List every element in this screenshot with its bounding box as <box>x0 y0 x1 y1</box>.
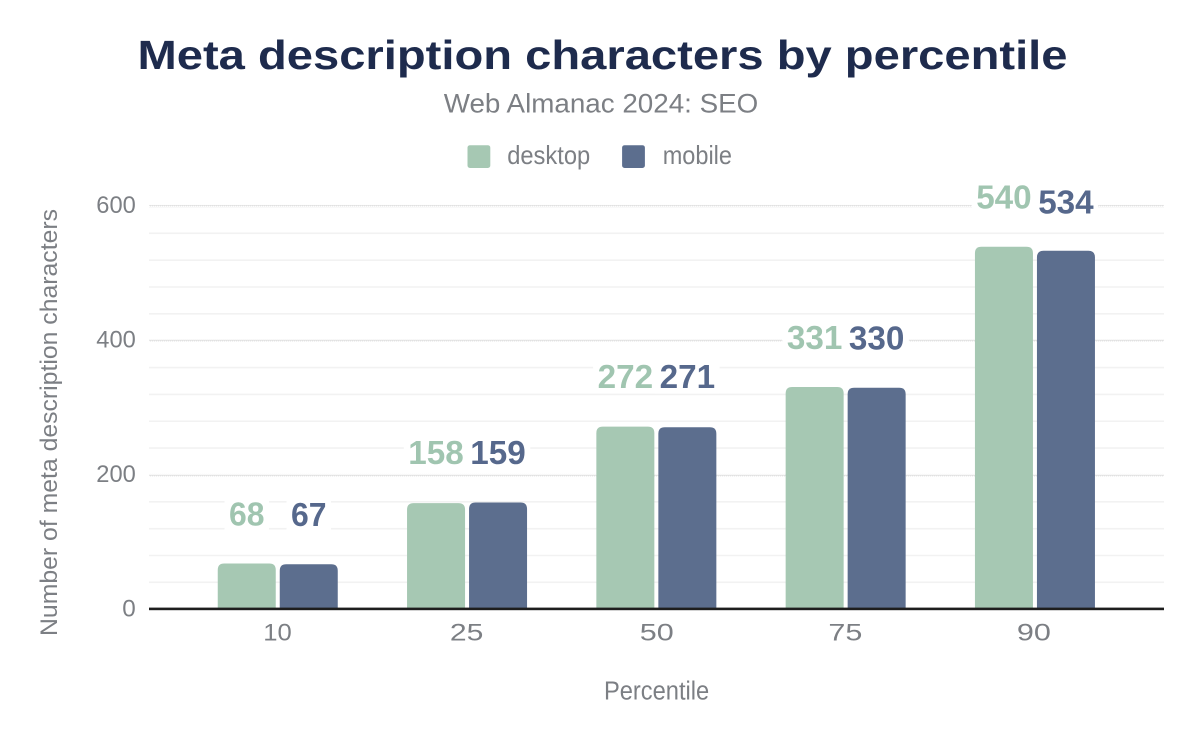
svg-text:272: 272 <box>598 359 654 396</box>
svg-text:75: 75 <box>828 619 862 646</box>
svg-text:159: 159 <box>470 435 526 472</box>
svg-text:600: 600 <box>96 192 136 219</box>
svg-text:desktop: desktop <box>507 140 590 170</box>
svg-text:Web Almanac 2024: SEO: Web Almanac 2024: SEO <box>444 89 759 119</box>
svg-text:400: 400 <box>96 327 136 354</box>
svg-text:Meta description characters by: Meta description characters by percentil… <box>138 32 1068 78</box>
svg-text:540: 540 <box>976 179 1032 216</box>
svg-text:67: 67 <box>291 497 327 534</box>
svg-text:10: 10 <box>263 619 292 646</box>
svg-text:90: 90 <box>1017 619 1051 646</box>
svg-text:0: 0 <box>122 596 136 623</box>
svg-text:200: 200 <box>96 461 136 488</box>
svg-text:534: 534 <box>1038 184 1094 221</box>
svg-text:330: 330 <box>849 320 905 357</box>
svg-text:50: 50 <box>640 619 674 646</box>
svg-text:158: 158 <box>408 435 464 472</box>
svg-text:mobile: mobile <box>663 140 732 170</box>
svg-text:271: 271 <box>660 359 716 396</box>
svg-text:Percentile: Percentile <box>604 677 709 705</box>
svg-text:Number of meta description cha: Number of meta description characters <box>36 209 63 636</box>
svg-text:68: 68 <box>229 496 265 533</box>
svg-text:331: 331 <box>787 320 843 357</box>
svg-text:25: 25 <box>450 619 484 646</box>
